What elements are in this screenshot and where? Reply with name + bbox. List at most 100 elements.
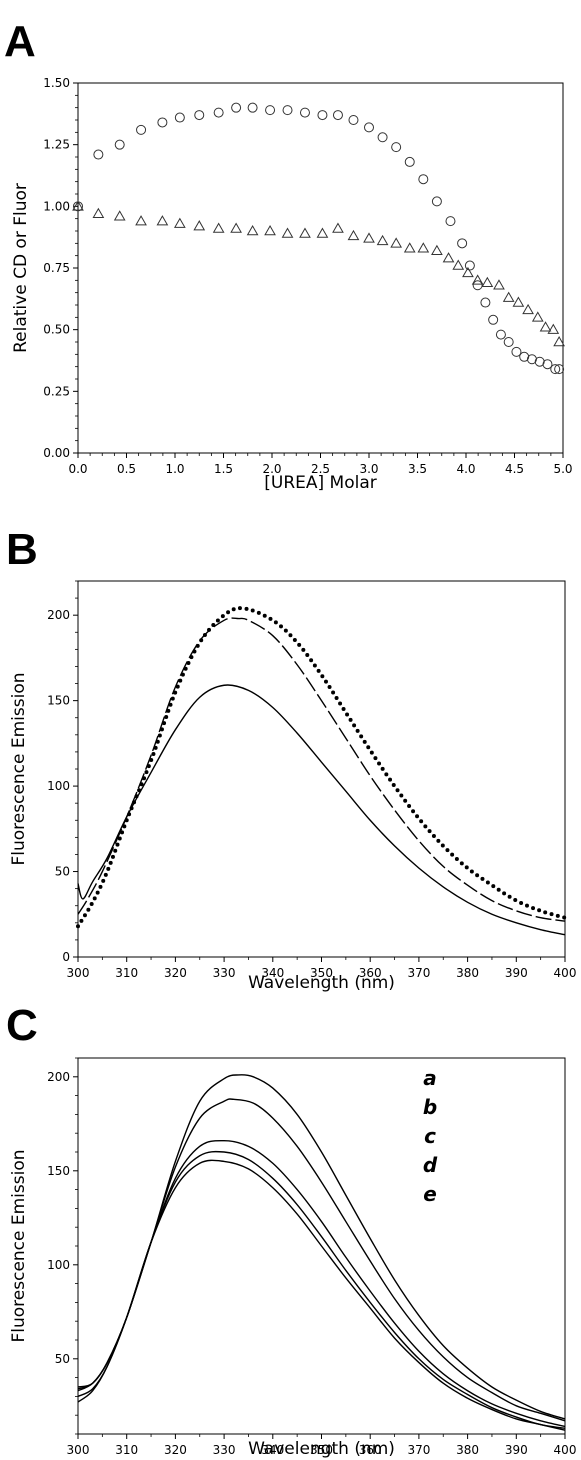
chart-a-point-circle: [299, 107, 310, 118]
chart-b-series-3: [76, 606, 567, 929]
chart-c-xtick-label: 350: [310, 1443, 333, 1457]
chart-a-xtick-label: 3.0: [359, 462, 378, 476]
chart-a-point-triangle: [316, 227, 329, 238]
chart-c-series-3: [77, 1140, 566, 1428]
chart-b-xtick-label: 350: [310, 966, 333, 980]
chart-a-point-circle: [231, 102, 242, 113]
chart-c-series-line-e: [77, 1159, 566, 1431]
chart-a-point-circle: [348, 115, 359, 125]
chart-c-ytick-label: 50: [55, 1352, 70, 1366]
chart-b-xtick-label: 300: [67, 966, 90, 980]
chart-a-point-circle: [488, 314, 499, 325]
chart-a-point-circle: [511, 346, 522, 357]
chart-b-xtick-label: 320: [164, 966, 187, 980]
chart-a-point-circle: [418, 174, 429, 185]
chart-b-xtick-label: 330: [213, 966, 236, 980]
chart-a-point-triangle: [332, 222, 344, 233]
chart-a-point-triangle: [347, 229, 360, 241]
chart-a-point-circle: [457, 238, 468, 249]
chart-c-legend-c: c: [424, 1124, 436, 1148]
chart-a-point-circle: [404, 156, 415, 167]
chart-a-point-triangle: [512, 296, 525, 307]
chart-b-series-2: [77, 617, 566, 922]
panel-letter-a: A: [4, 17, 36, 66]
chart-a-xtick-label: 1.5: [214, 462, 233, 476]
chart-a-xlabel: [UREA] Molar: [264, 473, 377, 493]
chart-a-point-circle: [364, 122, 374, 133]
chart-a-point-triangle: [230, 222, 242, 233]
chart-b-ytick-label: 100: [47, 779, 70, 793]
chart-a-xtick-label: 3.5: [408, 462, 427, 476]
chart-a-point-triangle: [417, 242, 430, 253]
chart-a-point-circle: [472, 280, 483, 291]
chart-a-point-circle: [247, 102, 258, 113]
panel-letter-c: C: [6, 1001, 38, 1050]
chart-a-ytick-label: 0.25: [43, 384, 70, 398]
chart-a-xtick-label: 0.5: [117, 462, 136, 476]
chart-a-point-triangle: [481, 276, 494, 288]
chart-a-ylabel: Relative CD or Fluor: [11, 183, 31, 353]
chart-c-xtick-label: 390: [505, 1443, 528, 1457]
chart-b-ytick-label: 50: [55, 865, 70, 879]
chart-a-point-circle: [534, 356, 545, 367]
chart-a-point-triangle: [553, 335, 565, 347]
chart-c-ytick-label: 100: [47, 1258, 70, 1272]
chart-c-ylabel: Fluorescence Emission: [9, 1149, 29, 1342]
chart-a-xtick-label: 4.0: [456, 462, 475, 476]
chart-b-ytick-label: 150: [47, 694, 70, 708]
chart-c-xtick-label: 310: [115, 1443, 138, 1457]
chart-c-legend-d: d: [423, 1153, 438, 1177]
chart-c-legend-e: e: [423, 1182, 437, 1206]
chart-a-frame: [77, 82, 564, 454]
chart-a-point-circle: [445, 216, 456, 227]
chart-b-series-line-solid: [77, 684, 566, 936]
chart-c-ytick-label: 150: [47, 1164, 70, 1178]
chart-a-point-triangle: [173, 217, 186, 228]
chart-a-point-circle: [519, 351, 530, 362]
chart-a-point-triangle: [462, 266, 474, 278]
chart-a-point-circle: [174, 112, 185, 123]
chart-a-point-triangle: [376, 234, 389, 246]
chart-a-point-triangle: [493, 279, 505, 290]
chart-c-xtick-label: 360: [359, 1443, 382, 1457]
chart-a-point-triangle: [539, 321, 552, 332]
chart-a-point-triangle: [531, 311, 544, 322]
chart-a-point-circle: [503, 337, 514, 347]
chart-a-point-circle: [495, 329, 506, 340]
chart-a-point-triangle: [522, 303, 534, 315]
chart-a: 0.0 0.5 1.0 1.5 2.0 2.5 3.0 3.5 4.0 4.5 5.0 0.00 0.2…: [11, 76, 573, 493]
chart-a-point-circle: [265, 105, 276, 116]
chart-a-xtick-label: 1.0: [165, 462, 184, 476]
chart-c-series-line-c: [77, 1140, 566, 1428]
chart-b-ylabel: Fluorescence Emission: [9, 672, 29, 865]
chart-c-legend-b: b: [423, 1095, 437, 1119]
chart-c-xtick-label: 340: [261, 1443, 284, 1457]
chart-a-point-circle: [114, 139, 125, 150]
chart-b-ytick-label: 200: [47, 608, 70, 622]
chart-a-point-circle: [391, 142, 402, 153]
chart-a-point-triangle: [431, 244, 443, 255]
chart-a-ytick-label: 0.00: [43, 446, 70, 460]
chart-b-xtick-label: 310: [115, 966, 138, 980]
chart-c-series-line-b: [77, 1098, 566, 1422]
chart-a-point-triangle: [502, 291, 515, 302]
chart-b-xtick-label: 340: [261, 966, 284, 980]
chart-a-point-circle: [480, 297, 491, 308]
chart-c-xtick-label: 400: [554, 1443, 577, 1457]
chart-a-point-triangle: [390, 237, 403, 248]
chart-b-series-1: [77, 684, 566, 936]
chart-c-series-5: [77, 1159, 566, 1431]
chart-a-point-triangle: [212, 222, 225, 233]
chart-a-ytick-label: 0.75: [43, 261, 70, 275]
chart-a-point-circle: [317, 110, 328, 121]
chart-a-xtick-label: 0.0: [68, 462, 87, 476]
chart-b-xtick-label: 370: [407, 966, 430, 980]
chart-a-xtick-label: 4.5: [505, 462, 524, 476]
chart-b-xlabel: Wavelength (nm): [248, 973, 395, 993]
chart-c-xtick-label: 380: [456, 1443, 479, 1457]
chart-a-point-triangle: [363, 232, 375, 243]
chart-c-ytick-label: 200: [47, 1070, 70, 1084]
chart-a-point-circle: [550, 364, 561, 375]
chart-a-point-triangle: [264, 224, 276, 236]
